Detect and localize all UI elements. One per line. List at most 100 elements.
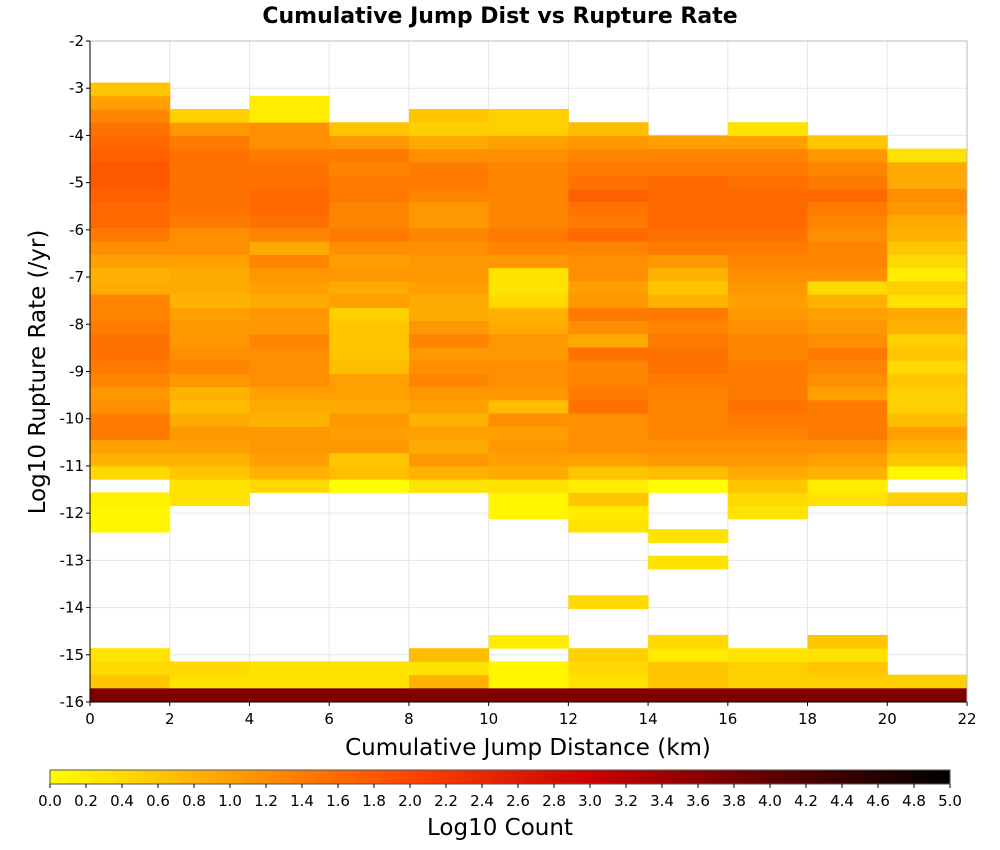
heatmap-cell [90,346,171,361]
heatmap-cell [249,280,330,295]
colorbar-tick-label: 4.2 [794,792,818,810]
heatmap-cell [169,439,250,454]
heatmap-cell [568,346,649,361]
heatmap-cell [727,687,809,702]
heatmap-cell [488,634,569,649]
heatmap-cell [169,254,250,269]
heatmap-cell [887,399,968,414]
heatmap-cell [568,254,649,269]
heatmap-cell [807,492,888,507]
heatmap-cell [408,241,490,255]
heatmap-cell [488,452,569,467]
heatmap-cell [488,426,569,440]
heatmap-cell [169,188,250,203]
x-tick-label: 12 [559,710,578,728]
heatmap-cell [90,439,171,454]
heatmap-cell [648,320,729,335]
heatmap-cell [727,148,809,163]
heatmap-cell [648,161,729,176]
heatmap-cell [90,267,171,282]
heatmap-cell [90,254,171,269]
heatmap-cell [249,122,330,136]
heatmap-cell [727,399,809,414]
colorbar-tick-label: 2.2 [434,792,458,810]
heatmap-cell [329,373,410,388]
heatmap-cell [408,687,490,702]
heatmap-cell [648,214,729,229]
heatmap-cell [568,479,649,493]
heatmap-cell [408,201,490,216]
heatmap-cell [488,687,569,702]
heatmap-cell [329,161,410,176]
colorbar-tick-label: 0.4 [110,792,134,810]
heatmap-cell [648,135,729,150]
heatmap-cell [249,465,330,480]
heatmap-cell [648,399,729,414]
heatmap-cell [568,413,649,427]
heatmap-cell [807,399,888,414]
heatmap-cell [488,479,569,493]
heatmap-cell [329,386,410,401]
heatmap-cell [249,188,330,203]
heatmap-cell [887,267,968,282]
colorbar-tick-label: 2.4 [470,792,494,810]
colorbar-tick-label: 1.2 [254,792,278,810]
y-tick-label: -4 [69,126,84,144]
x-tick-label: 8 [404,710,414,728]
heatmap-cell [169,135,250,150]
heatmap-cell [249,373,330,388]
heatmap-cell [169,661,250,676]
heatmap-cell [249,452,330,467]
heatmap-cell [568,175,649,189]
heatmap-cell [90,188,171,203]
heatmap-cell [329,346,410,361]
heatmap-cell [568,439,649,454]
heatmap-cell [887,360,968,374]
heatmap-cell [249,175,330,189]
heatmap-cell [887,386,968,401]
heatmap-cell [90,82,171,97]
heatmap-cell [90,505,171,520]
heatmap-cell [807,214,888,229]
y-tick-label: -12 [60,504,85,522]
heatmap-cell [329,360,410,374]
heatmap-cell [727,333,809,348]
heatmap-cell [807,320,888,335]
heatmap-cell [727,360,809,374]
heatmap-cell [249,135,330,150]
heatmap-cell [488,360,569,374]
heatmap-cell [648,241,729,255]
heatmap-cell [329,661,410,676]
heatmap-cell [249,148,330,163]
heatmap-cell [807,439,888,454]
y-tick-label: -9 [69,363,84,381]
heatmap-cell [169,492,250,507]
heatmap-cell [329,148,410,163]
heatmap-cell [408,426,490,440]
colorbar-label: Log10 Count [427,815,573,841]
heatmap-cell [90,413,171,427]
heatmap-cell [568,492,649,507]
heatmap-cell [648,280,729,295]
heatmap-cell [727,386,809,401]
heatmap-cell [807,674,888,689]
heatmap-cell [568,148,649,163]
heatmap-cell [408,122,490,136]
heatmap-cell [90,161,171,176]
heatmap-cell [90,227,171,242]
heatmap-cell [329,399,410,414]
heatmap-cell [568,214,649,229]
heatmap-cell [90,307,171,322]
heatmap-cell [408,254,490,269]
heatmap-cell [807,465,888,480]
heatmap-cell [408,479,490,493]
heatmap-cell [90,320,171,335]
heatmap-cell [887,465,968,480]
heatmap-cell [488,373,569,388]
colorbar-tick-label: 3.2 [614,792,638,810]
heatmap-cell [568,674,649,689]
heatmap-cell [249,426,330,440]
colorbar-tick-label: 0.8 [182,792,206,810]
colorbar-gradient [49,769,951,785]
heatmap-cell [249,254,330,269]
